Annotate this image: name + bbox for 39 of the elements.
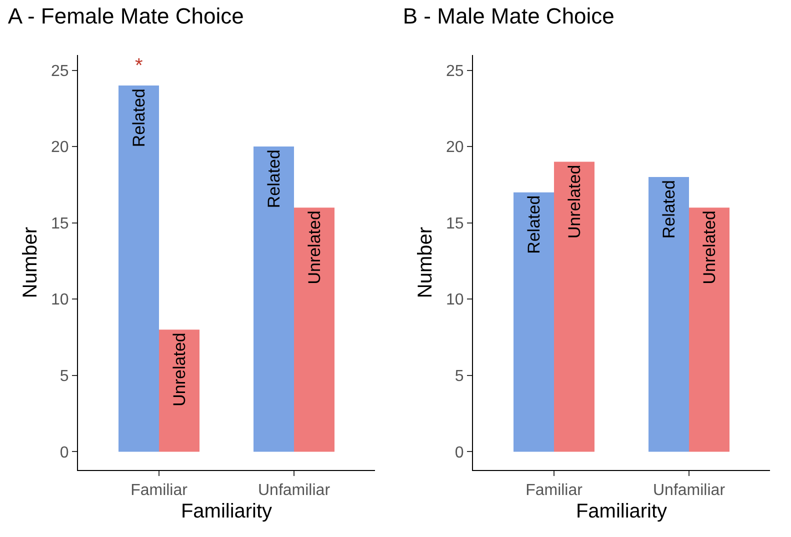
chart-title: A - Female Mate Choice — [8, 3, 244, 28]
annotation: * — [135, 55, 143, 77]
y-tick-label: 15 — [446, 215, 464, 232]
text: Related — [264, 150, 284, 208]
text: Related — [659, 180, 678, 239]
x-tick-label: Unfamiliar — [258, 482, 331, 500]
y-tick-label: 10 — [446, 292, 464, 309]
bar — [554, 162, 594, 452]
y-tick-label: 5 — [454, 368, 464, 385]
x-axis-title: Familiarity — [576, 500, 668, 523]
bar — [689, 208, 730, 452]
y-axis-title: Number — [414, 226, 437, 298]
x-axis-title: Familiarity — [180, 500, 272, 523]
x-tick-label: Familiar — [526, 482, 584, 500]
y-tick-label: 10 — [51, 292, 69, 309]
chart-title: B - Male Mate Choice — [402, 3, 614, 28]
y-tick-label: 25 — [446, 62, 464, 80]
y-tick-label: 0 — [60, 444, 69, 462]
y-axis-title: Number — [20, 226, 42, 298]
x-tick-label: Familiar — [130, 482, 188, 500]
y-tick-label: 20 — [446, 139, 464, 156]
y-tick-label: 15 — [51, 215, 69, 232]
x-tick-label: Unfamiliar — [652, 482, 726, 500]
y-tick-label: 25 — [51, 62, 69, 80]
series-label: Related — [524, 195, 544, 254]
y-tick-label: 20 — [51, 139, 69, 156]
bar — [159, 330, 200, 452]
y-tick-label: 0 — [454, 444, 464, 462]
series-label: Unrelated — [170, 332, 189, 406]
text: Unrelated — [304, 210, 324, 284]
text: Unrelated — [700, 210, 719, 284]
y-tick-label: 5 — [60, 368, 69, 385]
series-label: Related — [129, 88, 148, 148]
series-label: Unrelated — [564, 164, 584, 239]
bar — [294, 208, 334, 452]
bar — [118, 86, 159, 452]
bar — [648, 177, 689, 452]
bar — [514, 192, 554, 452]
bar — [254, 146, 294, 452]
